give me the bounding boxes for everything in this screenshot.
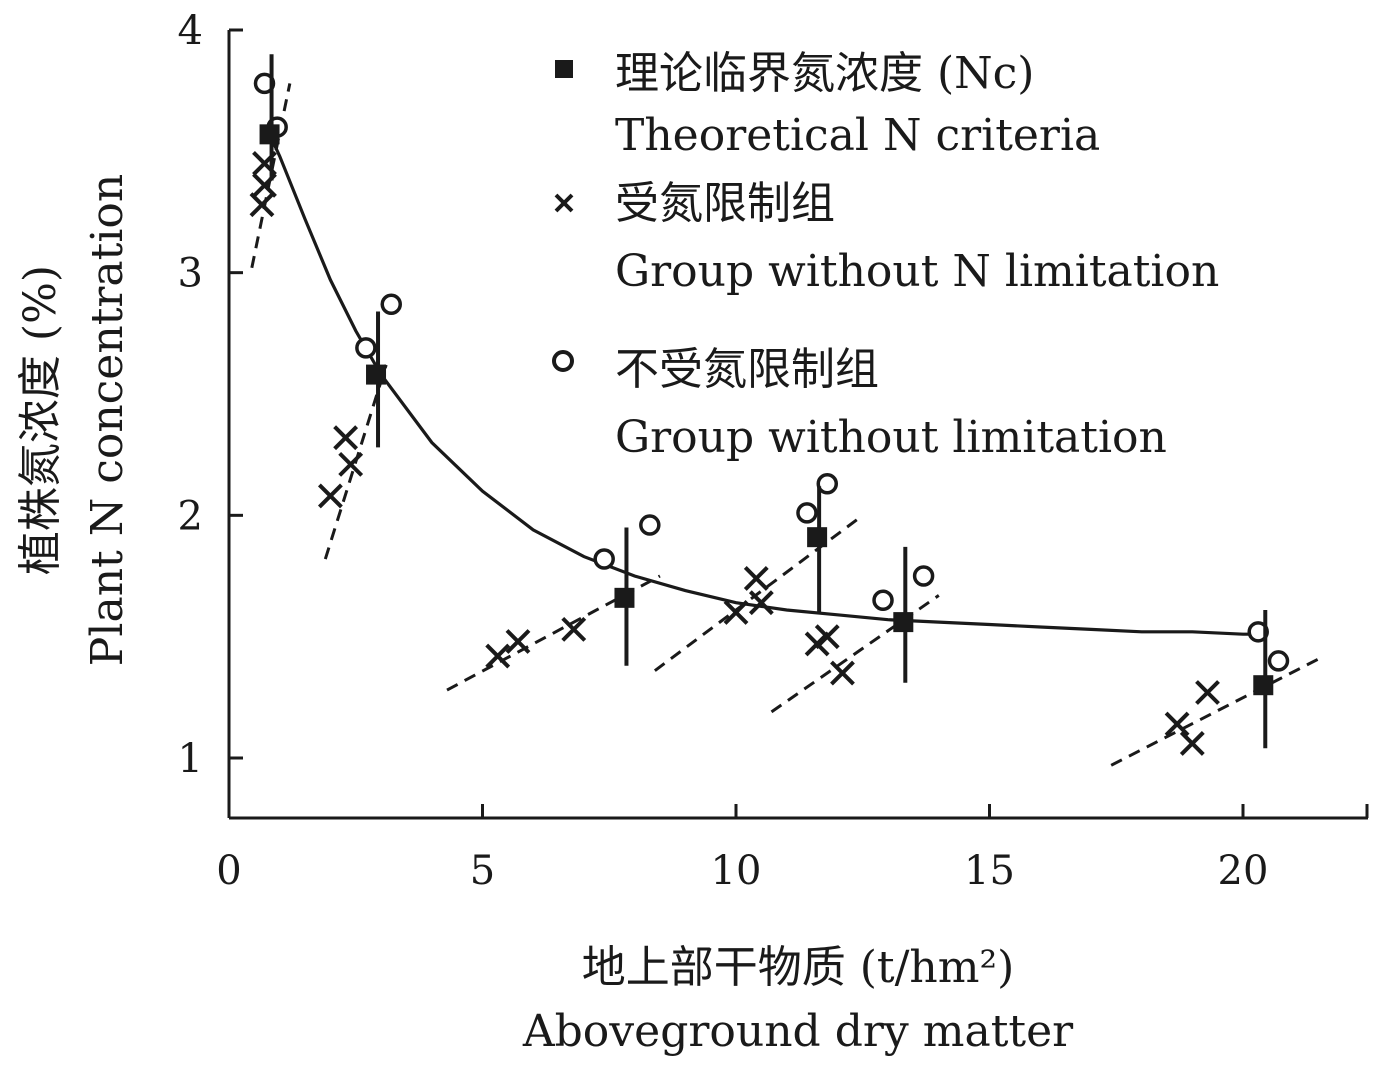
legend: 理论临界氮浓度 (Nc) Theoretical N criteria 受氮限制… bbox=[552, 48, 1219, 463]
axes: 1 2 3 4 0 5 10 15 20 bbox=[178, 8, 1369, 894]
legend-label-nonlimited-cn: 不受氮限制组 bbox=[615, 344, 879, 395]
cross-point bbox=[338, 451, 364, 477]
x-tick-label: 0 bbox=[216, 848, 241, 894]
circle-point bbox=[380, 293, 402, 315]
legend-label-limited-en: Group without N limitation bbox=[615, 246, 1219, 297]
cross-point bbox=[561, 616, 587, 642]
circle-point bbox=[912, 565, 935, 587]
y-axis-label-en: Plant N concentration bbox=[82, 174, 133, 666]
cross-point bbox=[743, 566, 769, 591]
legend-label-nonlimited-en: Group without limitation bbox=[615, 412, 1167, 463]
circle-point bbox=[872, 589, 894, 612]
legend-cross-marker bbox=[554, 193, 574, 213]
square-point bbox=[259, 124, 280, 145]
circle-point bbox=[796, 502, 818, 524]
cross-point bbox=[830, 660, 855, 686]
square-point bbox=[1253, 675, 1274, 696]
legend-label-nc-en: Theoretical N criteria bbox=[615, 110, 1100, 161]
dilution-line bbox=[770, 594, 940, 714]
circle-point bbox=[593, 548, 615, 570]
x-tick-label: 15 bbox=[964, 848, 1015, 894]
y-tick-label: 1 bbox=[178, 736, 203, 782]
legend-label-nc-cn: 理论临界氮浓度 (Nc) bbox=[615, 48, 1034, 99]
square-point bbox=[893, 612, 914, 633]
circle-point bbox=[816, 473, 839, 495]
x-tick-label: 20 bbox=[1218, 848, 1269, 894]
x-axis-label-cn: 地上部干物质 (t/hm²) bbox=[582, 942, 1015, 993]
square-point bbox=[807, 527, 828, 548]
cross-point bbox=[317, 483, 343, 509]
legend-label-limited-cn: 受氮限制组 bbox=[615, 178, 835, 229]
cross-point bbox=[723, 599, 749, 625]
y-axis-label-cn: 植株氮浓度 (%) bbox=[15, 265, 66, 575]
dilution-line bbox=[653, 514, 864, 672]
y-tick-label: 4 bbox=[178, 8, 203, 54]
cross-point bbox=[1195, 680, 1220, 705]
dilution-line bbox=[1110, 654, 1325, 767]
cross-point bbox=[1164, 711, 1190, 737]
critical-curve bbox=[268, 133, 1264, 636]
legend-circle-marker bbox=[552, 350, 574, 372]
y-tick-label: 2 bbox=[178, 493, 203, 539]
plot-area bbox=[249, 54, 1325, 767]
cross-point bbox=[333, 425, 359, 451]
square-point bbox=[366, 364, 387, 385]
x-tick-label: 10 bbox=[711, 848, 762, 894]
cross-point bbox=[505, 629, 531, 654]
legend-square-marker bbox=[555, 60, 573, 78]
cross-point bbox=[485, 643, 511, 669]
cross-point bbox=[1179, 731, 1205, 756]
circle-point bbox=[1267, 650, 1290, 672]
cross-point bbox=[814, 624, 840, 650]
circle-point bbox=[639, 514, 661, 536]
cross-point bbox=[748, 590, 774, 616]
square-point bbox=[614, 587, 635, 608]
dilution-line bbox=[250, 83, 292, 269]
x-tick-label: 5 bbox=[470, 848, 495, 894]
y-tick-label: 3 bbox=[178, 251, 203, 297]
circle-point bbox=[355, 337, 377, 359]
x-axis-label-en: Aboveground dry matter bbox=[522, 1006, 1074, 1057]
